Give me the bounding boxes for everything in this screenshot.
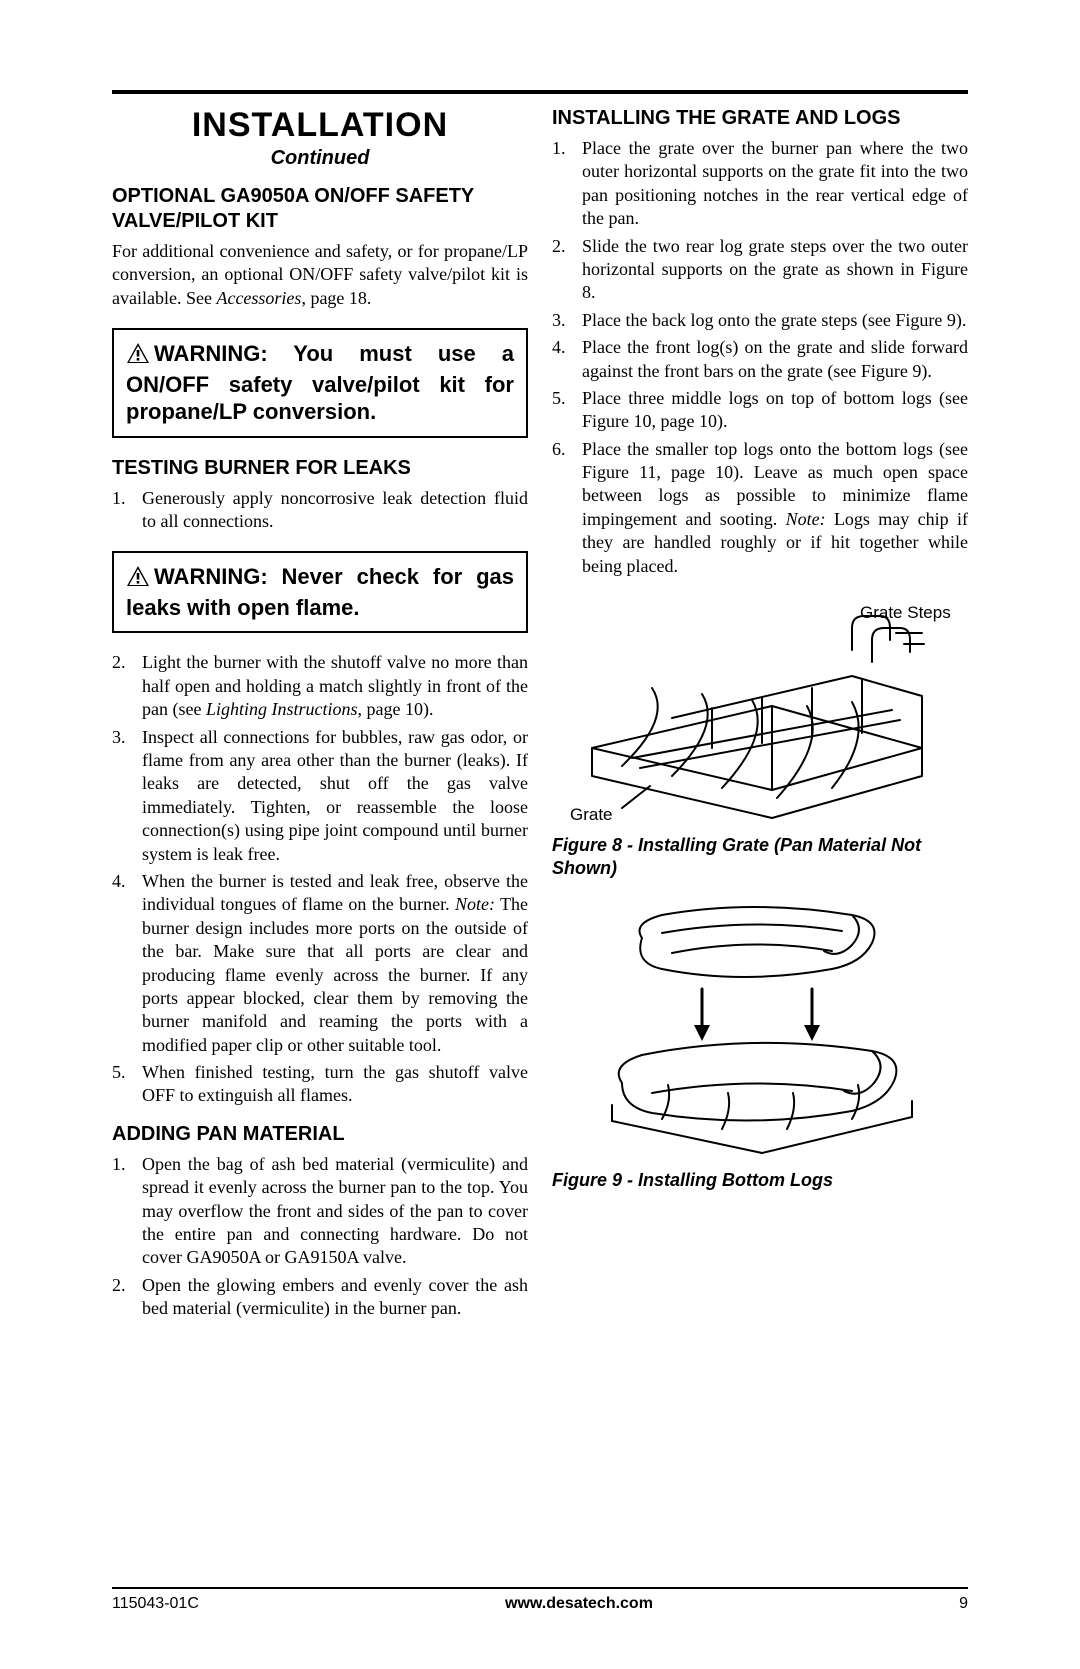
test-item-1: Generously apply noncorrosive leak detec…: [112, 487, 528, 534]
figure-8-caption: Figure 8 - Installing Grate (Pan Materia…: [552, 834, 968, 879]
top-rule: [112, 90, 968, 94]
test-item-2b: , page 10).: [357, 699, 433, 719]
warning-2-text: WARNING: Never check for gas leaks with …: [126, 563, 514, 621]
figure-9-caption: Figure 9 - Installing Bottom Logs: [552, 1169, 968, 1192]
footer-doc-number: 115043-01C: [112, 1595, 199, 1613]
continued-label: Continued: [112, 147, 528, 170]
test-item-5: When finished testing, turn the gas shut…: [112, 1061, 528, 1108]
grate-item-3: Place the back log onto the grate steps …: [552, 309, 968, 332]
opt-body-ital: Accessories: [216, 288, 301, 308]
warning-box-2: WARNING: Never check for gas leaks with …: [112, 551, 528, 633]
footer-rule: [112, 1587, 968, 1589]
figure-8-svg: Grate Steps Grate: [552, 598, 968, 828]
grate-item-2: Slide the two rear log grate steps over …: [552, 235, 968, 305]
fig8-label-grate: Grate: [570, 805, 613, 824]
grate-item-1: Place the grate over the burner pan wher…: [552, 137, 968, 231]
grate-item-5: Place three middle logs on top of bottom…: [552, 387, 968, 434]
figure-9: [552, 893, 968, 1163]
right-column: INSTALLING THE GRATE AND LOGS Place the …: [552, 106, 968, 1325]
testing-list-a: Generously apply noncorrosive leak detec…: [112, 487, 528, 534]
pan-head: ADDING PAN MATERIAL: [112, 1122, 528, 1147]
warning-icon: [126, 565, 150, 594]
two-column-layout: INSTALLATION Continued OPTIONAL GA9050A …: [112, 106, 968, 1325]
fig8-label-steps: Grate Steps: [860, 603, 951, 622]
optional-kit-head: OPTIONAL GA9050A ON/OFF SAFETY VALVE/PIL…: [112, 184, 528, 234]
warning-1-content: WARNING: You must use a ON/OFF safety va…: [126, 341, 514, 424]
testing-head: TESTING BURNER FOR LEAKS: [112, 456, 528, 481]
test-item-4b: The burner design includes more ports on…: [142, 894, 528, 1054]
test-item-3: Inspect all connections for bubbles, raw…: [112, 726, 528, 866]
test-item-2: Light the burner with the shutoff valve …: [112, 651, 528, 721]
pan-item-1: Open the bag of ash bed material (vermic…: [112, 1153, 528, 1270]
test-item-4note: Note:: [455, 894, 495, 914]
testing-list-b: Light the burner with the shutoff valve …: [112, 651, 528, 1107]
grate-head: INSTALLING THE GRATE AND LOGS: [552, 106, 968, 131]
footer-page-number: 9: [959, 1595, 968, 1613]
warning-box-1: WARNING: You must use a ON/OFF safety va…: [112, 328, 528, 438]
page-title: INSTALLATION: [112, 106, 528, 145]
warning-1-text: WARNING: You must use a ON/OFF safety va…: [126, 340, 514, 426]
grate-list: Place the grate over the burner pan wher…: [552, 137, 968, 578]
pan-list: Open the bag of ash bed material (vermic…: [112, 1153, 528, 1321]
test-item-4: When the burner is tested and leak free,…: [112, 870, 528, 1057]
figure-9-svg: [552, 893, 968, 1163]
pan-item-2: Open the glowing embers and evenly cover…: [112, 1274, 528, 1321]
left-column: INSTALLATION Continued OPTIONAL GA9050A …: [112, 106, 528, 1325]
page-footer: 115043-01C www.desatech.com 9: [112, 1587, 968, 1613]
grate-item-6note: Note:: [786, 509, 826, 529]
footer-url: www.desatech.com: [505, 1595, 653, 1613]
footer-row: 115043-01C www.desatech.com 9: [112, 1595, 968, 1613]
opt-body-b: , page 18.: [301, 288, 371, 308]
grate-item-6: Place the smaller top logs onto the bott…: [552, 438, 968, 578]
test-item-2i: Lighting Instructions: [206, 699, 358, 719]
optional-kit-body: For additional convenience and safety, o…: [112, 240, 528, 310]
warning-icon: [126, 342, 150, 371]
warning-2-content: WARNING: Never check for gas leaks with …: [126, 564, 514, 620]
grate-item-4: Place the front log(s) on the grate and …: [552, 336, 968, 383]
figure-8: Grate Steps Grate: [552, 598, 968, 828]
